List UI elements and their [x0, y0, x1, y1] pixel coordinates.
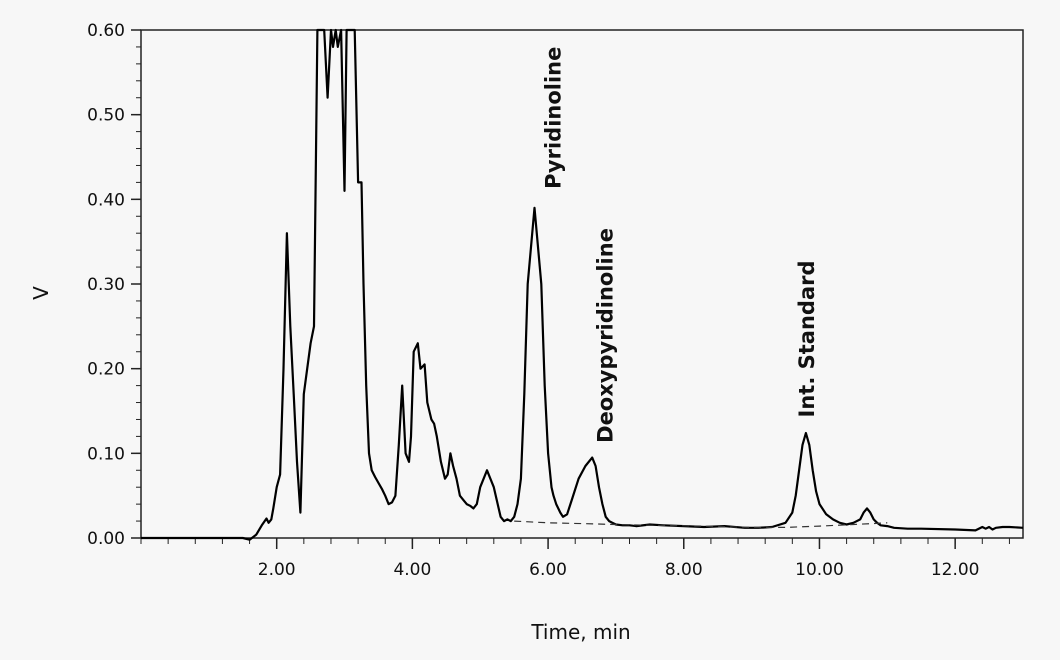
minor-ticks	[136, 29, 1010, 544]
peak-label: Int. Standard	[795, 260, 819, 417]
y-tick-label: 0.20	[87, 360, 125, 380]
y-axis-title: V	[29, 286, 53, 300]
x-tick-label: 2.00	[258, 560, 296, 580]
y-tick-label: 0.10	[87, 444, 125, 464]
x-tick-label: 12.00	[931, 560, 980, 580]
y-tick-label: 0.30	[87, 275, 125, 295]
peak-label: Pyridinoline	[542, 47, 566, 189]
y-tick-label: 0.50	[87, 106, 125, 126]
signal-trace-line	[141, 28, 1024, 541]
x-axis-title: Time, min	[530, 620, 630, 644]
series-layer	[141, 28, 1024, 541]
y-tick-label: 0.40	[87, 190, 125, 210]
y-tick-label: 0.00	[87, 529, 125, 549]
x-tick-labels: 2.00 4.00 6.00 8.00 10.00 12.00	[258, 560, 980, 580]
y-tick-labels: 0.00 0.10 0.20 0.30 0.40 0.50 0.60	[87, 21, 125, 549]
major-ticks	[131, 29, 956, 549]
plot-frame	[140, 29, 1024, 539]
x-tick-label: 4.00	[393, 560, 431, 580]
peak-annotations: Pyridinoline Deoxypyridinoline Int. Standa…	[542, 47, 820, 443]
x-tick-label: 6.00	[529, 560, 567, 580]
x-tick-label: 8.00	[665, 560, 703, 580]
x-tick-label: 10.00	[795, 560, 844, 580]
peak-label: Deoxypyridinoline	[594, 228, 618, 443]
axes	[140, 29, 1024, 539]
y-tick-label: 0.60	[87, 21, 125, 41]
baseline-dashed-line	[514, 520, 888, 529]
